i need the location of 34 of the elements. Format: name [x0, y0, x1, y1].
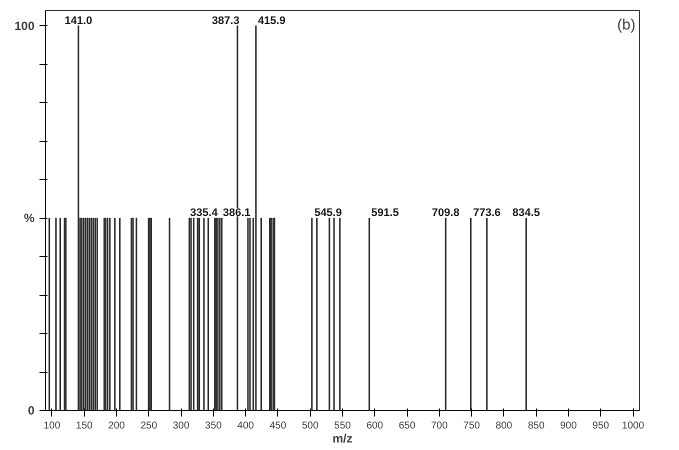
annotation: 834.5	[512, 207, 540, 220]
x-tick-label: 700	[431, 420, 448, 432]
x-tick-label: 150	[76, 420, 94, 432]
annotation: 386.1	[222, 207, 250, 220]
annotation: 773.6	[473, 207, 501, 220]
x-tick-label: 650	[398, 420, 416, 432]
x-tick-label: 350	[205, 420, 222, 432]
x-tick-label: 100	[44, 420, 61, 432]
y-tick-label: %	[24, 211, 35, 226]
x-tick-label: 400	[237, 420, 254, 432]
x-tick-label: 900	[560, 420, 578, 432]
x-tick-label: 200	[108, 420, 126, 432]
x-tick-label: 600	[366, 420, 384, 432]
annotation: 141.0	[64, 14, 92, 27]
x-tick-label: 550	[334, 420, 352, 432]
x-tick-label: 500	[302, 420, 319, 432]
y-tick-label: 100	[14, 18, 35, 33]
annotation: 335.4	[190, 207, 219, 220]
y-tick-label: 0	[28, 404, 35, 418]
x-tick-label: 1000	[622, 420, 645, 432]
x-tick-label: 800	[496, 420, 513, 432]
annotation: 591.5	[371, 207, 399, 220]
x-tick-label: 850	[528, 420, 545, 432]
x-tick-label: 950	[592, 420, 610, 432]
annotation: (b)	[617, 16, 636, 34]
annotation: 387.3	[212, 14, 240, 27]
x-tick-label: 300	[172, 420, 190, 432]
x-tick-label: 250	[140, 420, 158, 432]
annotation: 415.9	[258, 14, 286, 27]
x-axis-title: m/z	[332, 432, 353, 446]
annotation: 709.8	[432, 207, 460, 220]
x-tick-label: 750	[463, 420, 480, 432]
annotation: 545.9	[314, 207, 342, 220]
x-tick-label: 450	[270, 420, 287, 432]
